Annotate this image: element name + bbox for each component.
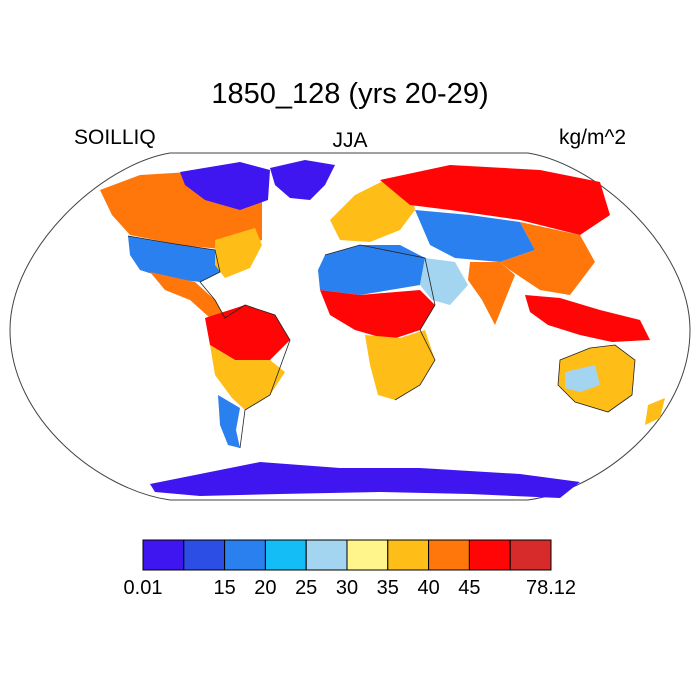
units-label: kg/m^2 [558, 126, 626, 149]
colorbar-swatch [509, 539, 552, 571]
land-india [468, 262, 515, 325]
coastline-americas [127, 235, 291, 449]
colorbar-tick-label: 25 [295, 577, 317, 599]
colorbar-swatch [387, 539, 430, 571]
colorbar-tick-label: 40 [417, 577, 439, 599]
colorbar-swatch [346, 539, 389, 571]
land-central-asia [415, 210, 535, 262]
colorbar: 0.01 15 20 25 30 35 40 45 78.12 [124, 539, 576, 599]
colorbar-tick-label: 20 [254, 577, 276, 599]
land-australia-interior [565, 365, 600, 392]
colorbar-swatch [183, 539, 226, 571]
land-south-america-south [210, 345, 285, 410]
coastline-australia [557, 344, 636, 413]
colorbar-tick-label: 45 [458, 577, 480, 599]
land-europe [330, 180, 415, 242]
land-sahel-congo [320, 290, 435, 340]
land-canadian-shield [180, 162, 270, 210]
map-title: 1850_128 (yrs 20-29) [211, 78, 489, 110]
colorbar-tick-label: 78.12 [526, 577, 576, 599]
land-mexico-central-america [150, 272, 225, 318]
colorbar-swatch [264, 539, 307, 571]
colorbar-swatch [428, 539, 470, 571]
colorbar-swatch [468, 539, 511, 571]
land-southeast-asia [525, 295, 650, 342]
land-siberia [380, 165, 610, 235]
colorbar-tick-label: 30 [336, 577, 358, 599]
variable-label: SOILLIQ [74, 126, 156, 149]
colorbar-swatch [142, 539, 185, 571]
coastlines [127, 235, 636, 449]
land-greenland [270, 160, 335, 200]
colorbar-swatch [305, 539, 348, 571]
land-eastern-usa [215, 228, 262, 278]
land-sahara [318, 245, 425, 295]
land-southern-africa [365, 330, 435, 400]
land-arabia [420, 258, 468, 305]
colorbar-swatch [224, 539, 266, 571]
colorbar-tick-label: 35 [377, 577, 399, 599]
colorbar-tick-label: 15 [213, 577, 235, 599]
land-new-zealand [645, 398, 665, 425]
land-china [500, 222, 595, 295]
coastline-africa [324, 244, 436, 401]
season-label: JJA [332, 129, 368, 152]
land-patagonia [218, 395, 240, 448]
land-amazon [205, 305, 290, 360]
land-layer [100, 160, 665, 498]
land-antarctica [150, 462, 580, 498]
colorbar-tick-label: 0.01 [124, 577, 163, 599]
